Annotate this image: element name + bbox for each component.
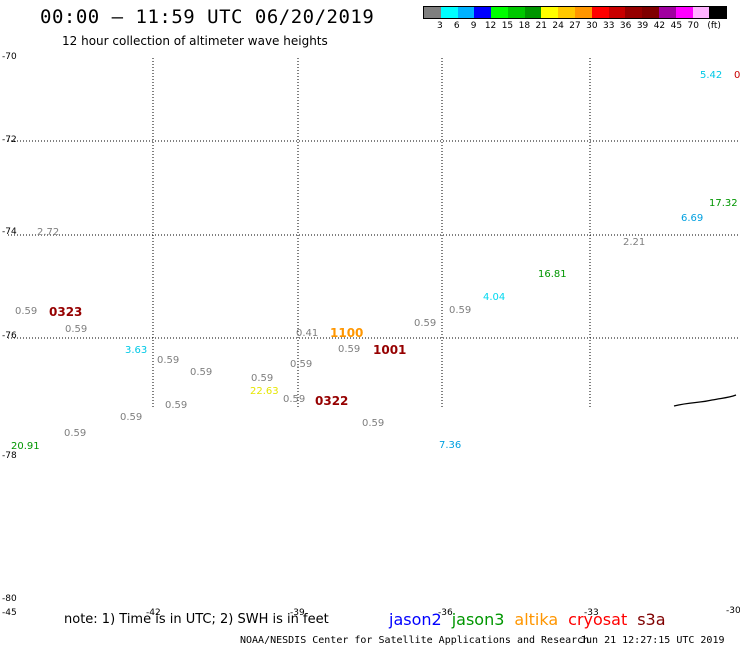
satellite-legend: jason2 jason3 altika cryosat s3a [389, 610, 676, 629]
pass-time-label: 0323 [49, 305, 83, 319]
colorbar-label: 9 [470, 21, 477, 31]
generation-date: Jun 21 12:27:15 UTC 2019 [580, 635, 725, 646]
pass-time-label: 1100 [330, 326, 364, 340]
colorbar-swatch [575, 7, 592, 18]
wave-height-value: 0.59 [165, 400, 188, 411]
satellite-legend-item: s3a [637, 610, 666, 629]
latitude-label: -80 [2, 594, 17, 604]
colorbar-label: 18 [518, 21, 531, 31]
colorbar-swatch [541, 7, 559, 18]
colorbar-swatch [642, 7, 659, 18]
graticule-grid [8, 58, 740, 407]
wave-height-value: 0.41 [296, 328, 319, 339]
wave-height-value: 20.91 [11, 441, 40, 452]
wave-height-value: 0.59 [338, 344, 361, 355]
wave-height-value: 0.59 [15, 306, 38, 317]
colorbar-label: 24 [552, 21, 564, 31]
wave-height-value: 22.63 [250, 386, 279, 397]
wave-height-value: 5.42 [700, 70, 723, 81]
longitude-label: -30 [726, 606, 740, 616]
colorbar-label: 36 [619, 21, 632, 31]
pass-time-label: 0322 [315, 394, 349, 408]
wave-height-value: 0.59 [157, 355, 180, 366]
map-subtitle: 12 hour collection of altimeter wave hei… [62, 34, 328, 48]
colorbar-label: 6 [453, 21, 460, 31]
colorbar-label: (ft) [707, 21, 721, 31]
wave-height-value: 0.59 [120, 412, 143, 423]
wave-height-value: 4.04 [483, 292, 506, 303]
colorbar-swatch [457, 7, 475, 18]
wave-height-value: 17.32 [709, 198, 738, 209]
latitude-label: -70 [2, 52, 17, 62]
wave-height-value: 0.59 [362, 418, 385, 429]
colorbar-label: 70 [687, 21, 699, 31]
satellite-legend-item: cryosat [568, 610, 628, 629]
colorbar-swatch [675, 7, 693, 18]
colorbar-swatch [440, 7, 458, 18]
longitude-label: -39 [290, 608, 305, 618]
colorbar-label: 21 [535, 21, 547, 31]
wave-height-value: 0.59 [449, 305, 472, 316]
wave-height-value: 3.63 [125, 345, 148, 356]
colorbar-label: 42 [653, 21, 666, 31]
wave-height-value: 0.59 [414, 318, 437, 329]
colorbar-swatch [608, 7, 626, 18]
wave-height-value: 2.72 [37, 227, 60, 238]
wave-height-value: 16.81 [538, 269, 567, 280]
colorbar-label: 27 [569, 21, 581, 31]
colorbar-labels: 3 6 9 12 15 18 21 24 27 30 33 36 39 42 45 70 (ft) [423, 21, 739, 33]
colorbar-swatch [558, 7, 576, 18]
colorbar-swatch [692, 7, 710, 18]
wave-height-value: 2.21 [623, 237, 646, 248]
wave-height-value: 0.59 [251, 373, 274, 384]
longitude-label: -33 [584, 608, 599, 618]
longitude-label: -45 [2, 608, 17, 618]
satellite-legend-item: altika [514, 610, 559, 629]
colorbar-label: 3 [437, 21, 443, 31]
colorbar-swatch [591, 7, 609, 18]
map-title: 00:00 – 11:59 UTC 06/20/2019 [40, 6, 375, 28]
footer-note: note: 1) Time is in UTC; 2) SWH is in fe… [64, 612, 329, 627]
satellite-legend-item: jason2 [389, 610, 442, 629]
colorbar-swatch [474, 7, 492, 18]
wave-height-value: 0.59 [283, 394, 306, 405]
wave-height-value: 0.59 [65, 324, 88, 335]
wave-height-value: 7.36 [439, 440, 462, 451]
wave-height-colorbar [423, 6, 727, 19]
longitude-label: -36 [438, 608, 453, 618]
colorbar-swatch [491, 7, 508, 18]
colorbar-label: 30 [586, 21, 598, 31]
colorbar-swatch [658, 7, 676, 18]
colorbar-swatch [524, 7, 542, 18]
latitude-label: -78 [2, 451, 17, 461]
wave-height-value: 0 [734, 70, 740, 81]
longitude-label: -42 [146, 608, 161, 618]
wave-height-value: 6.69 [681, 213, 704, 224]
latitude-label: -76 [2, 331, 17, 341]
colorbar-swatch [625, 7, 643, 18]
colorbar-label: 39 [636, 21, 649, 31]
colorbar-swatch [507, 7, 525, 18]
pass-time-label: 1001 [373, 343, 407, 357]
colorbar-label: 45 [670, 21, 683, 31]
colorbar-label: 12 [484, 21, 497, 31]
colorbar-label: 15 [501, 21, 514, 31]
colorbar-swatch [709, 7, 727, 18]
coastline [673, 394, 737, 407]
credit-line: NOAA/NESDIS Center for Satellite Applica… [240, 635, 590, 646]
colorbar-swatch [424, 7, 441, 18]
latitude-label: -72 [2, 135, 17, 145]
wave-height-value: 0.59 [64, 428, 87, 439]
colorbar-label: 33 [603, 21, 615, 31]
wave-height-value: 0.59 [290, 359, 313, 370]
wave-height-value: 0.59 [190, 367, 213, 378]
satellite-legend-item: jason3 [451, 610, 505, 629]
latitude-label: -74 [2, 227, 17, 237]
